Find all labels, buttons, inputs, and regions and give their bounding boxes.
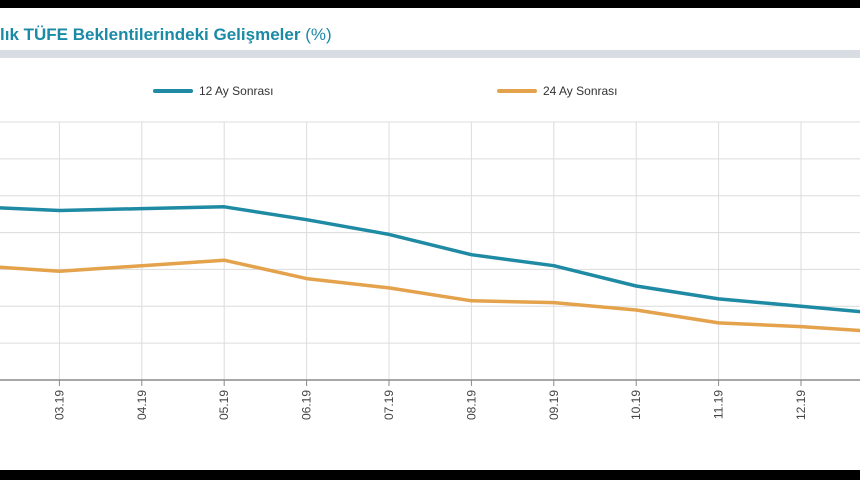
x-tick-label: 08.19 bbox=[464, 390, 478, 420]
x-tick-label: 06.19 bbox=[300, 390, 314, 420]
chart-title: lık TÜFE Beklentilerindeki Gelişmeler (%… bbox=[0, 25, 332, 45]
legend-label-12-ay: 12 Ay Sonrası bbox=[199, 84, 274, 98]
x-tick-label: 04.19 bbox=[135, 390, 149, 420]
x-tick-label: 09.19 bbox=[547, 390, 561, 420]
title-divider bbox=[0, 50, 860, 58]
legend-swatch-12-ay bbox=[153, 89, 193, 93]
series-line-12-ay-sonrasi bbox=[0, 205, 860, 314]
legend-item-12-ay: 12 Ay Sonrası bbox=[153, 82, 274, 100]
top-frame-bar bbox=[0, 0, 860, 8]
legend-item-24-ay: 24 Ay Sonrası bbox=[497, 82, 618, 100]
x-tick-label: 05.19 bbox=[217, 390, 231, 420]
series-line-24-ay-sonrasi bbox=[0, 258, 860, 333]
bottom-frame-bar bbox=[0, 470, 860, 480]
x-tick-label: 12.19 bbox=[794, 390, 808, 420]
x-tick-label: 10.19 bbox=[629, 390, 643, 420]
x-tick-label: 07.19 bbox=[382, 390, 396, 420]
x-tick-label: 03.19 bbox=[52, 390, 66, 420]
legend-label-24-ay: 24 Ay Sonrası bbox=[543, 84, 618, 98]
x-tick-label: 11.19 bbox=[712, 390, 726, 419]
chart-title-unit: (%) bbox=[305, 25, 332, 44]
chart-header: lık TÜFE Beklentilerindeki Gelişmeler (%… bbox=[0, 8, 860, 50]
chart-title-text: lık TÜFE Beklentilerindeki Gelişmeler bbox=[0, 25, 301, 44]
legend-swatch-24-ay bbox=[497, 89, 537, 93]
